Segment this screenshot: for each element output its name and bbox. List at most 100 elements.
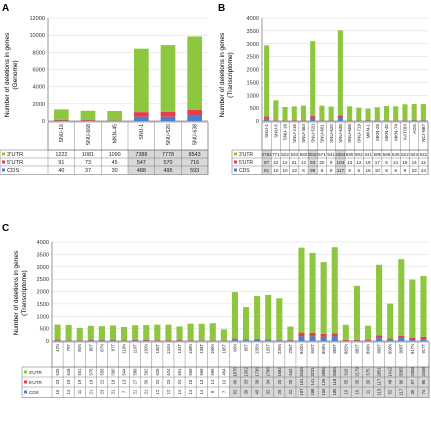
panel-b-data-label: 9 bbox=[330, 160, 333, 165]
panel-c-bar-5utr bbox=[342, 339, 349, 341]
panel-c-category-label: 95N bbox=[232, 344, 237, 352]
panel-c-data-label: 575 bbox=[365, 368, 370, 376]
panel-b-data-label: 117 bbox=[337, 168, 345, 173]
panel-c-bar-5utr bbox=[353, 339, 360, 341]
panel-c-data-label: 96 bbox=[421, 379, 426, 384]
panel-a-category-label: SNU-638 bbox=[192, 124, 198, 145]
panel-c-category-label: 899N bbox=[365, 344, 370, 354]
panel-c-highlight-cell bbox=[395, 367, 407, 398]
panel-b-legend-swatch bbox=[234, 160, 237, 164]
panel-b-data-label: 10 bbox=[375, 168, 381, 173]
panel-a-bar-cds bbox=[160, 116, 176, 121]
panel-b-category-label: SNU-601 bbox=[320, 124, 325, 143]
panel-c-highlight-cell bbox=[351, 367, 363, 398]
panel-c-bar-5utr bbox=[265, 339, 272, 341]
panel-b-bar-5utr bbox=[319, 120, 325, 121]
panel-c-data-label: 2851 bbox=[377, 367, 382, 377]
panel-c-highlight-cell bbox=[406, 367, 418, 398]
panel-c-data-label: 2895 bbox=[321, 367, 326, 377]
panel-b-data-label: 93 bbox=[310, 160, 316, 165]
panel-c-data-label: 151 bbox=[299, 378, 304, 386]
panel-c-bar-3utr bbox=[165, 324, 172, 341]
panel-c-category-label: 859T bbox=[332, 344, 337, 354]
panel-b-bar-3utr bbox=[393, 106, 399, 121]
panel-c-bar-3utr bbox=[276, 298, 283, 340]
panel-a-category-label: SNU-520 bbox=[166, 124, 172, 145]
panel-c-bar-cds bbox=[409, 340, 416, 341]
panel-c-highlight-cell bbox=[262, 367, 274, 398]
panel-c-data-label: 25 bbox=[277, 389, 282, 394]
panel-b-ylabel-2: (Transcriptome) bbox=[227, 52, 234, 98]
panel-c-legend-swatch bbox=[24, 380, 27, 384]
panel-b-ytick-label: 0 bbox=[256, 119, 259, 125]
panel-c-data-label: 9 bbox=[210, 390, 215, 393]
panel-c-highlight-cell bbox=[384, 367, 396, 398]
panel-c-bar-3utr bbox=[187, 323, 194, 341]
panel-c-category-label: 80T bbox=[88, 344, 93, 352]
panel-c-highlight-cell bbox=[329, 367, 341, 398]
panel-c-category-label: 917N bbox=[410, 344, 415, 354]
panel-c-bar-5utr bbox=[165, 340, 172, 341]
panel-a-data-label: 488 bbox=[137, 168, 146, 174]
panel-b-bar-3utr bbox=[347, 106, 353, 121]
panel-b-data-label: 12 bbox=[301, 160, 307, 165]
panel-c-category-label: 236T bbox=[288, 344, 293, 354]
panel-c-bar-5utr bbox=[320, 333, 327, 337]
panel-c-data-label: 45 bbox=[255, 389, 260, 394]
panel-b-category-label: SNU-520 bbox=[310, 124, 315, 143]
panel-c-bar-3utr bbox=[143, 325, 150, 340]
panel-c-data-label: 35 bbox=[343, 379, 348, 384]
panel-a-data-label: 37 bbox=[85, 168, 91, 174]
panel-b-data-label: 13 bbox=[347, 160, 353, 165]
panel-b-bar-3utr bbox=[411, 104, 417, 121]
panel-c-data-label: 30 bbox=[144, 379, 149, 384]
panel-c-bar-3utr bbox=[265, 294, 272, 340]
panel-c-data-label: 669 bbox=[199, 368, 204, 376]
panel-b-data-label: 12 bbox=[356, 160, 362, 165]
panel-c-data-label: 625 bbox=[55, 368, 60, 376]
panel-c-data-label: 2458 bbox=[421, 367, 426, 377]
panel-c-highlight-cell bbox=[373, 367, 385, 398]
panel-c-data-label: 35 bbox=[354, 379, 359, 384]
panel-b-legend-swatch bbox=[234, 168, 237, 172]
panel-b-data-label: 19 bbox=[402, 160, 408, 165]
panel-b-data-label: 533 bbox=[290, 152, 298, 157]
panel-b-data-label: 2763 bbox=[261, 152, 272, 157]
panel-c-bar-5utr bbox=[54, 340, 61, 341]
panel-b-data-label: 12 bbox=[421, 160, 427, 165]
panel-c-category-label: 80N bbox=[77, 344, 82, 352]
panel-c-data-label: 19 bbox=[66, 379, 71, 384]
panel-c-data-label: 52 bbox=[388, 389, 393, 394]
panel-a-chart: 0 2000 4000 6000 8000 10000 12000 SNU-16 SNU-668… bbox=[0, 16, 209, 175]
panel-b-highlight-cell bbox=[308, 150, 318, 175]
panel-c-category-label: 79T bbox=[66, 344, 71, 352]
panel-b-category-label: MKN-45 bbox=[384, 124, 389, 141]
panel-b-data-label: 19 bbox=[365, 160, 371, 165]
panel-a-ytick-label: 6000 bbox=[33, 68, 45, 74]
panel-b-data-label: 582 bbox=[300, 152, 308, 157]
panel-c-legend-swatch bbox=[24, 370, 27, 374]
panel-a-bar-3utr bbox=[80, 110, 96, 121]
panel-a-data-label: 547 bbox=[137, 160, 146, 166]
panel-c-category-label: 119T bbox=[133, 344, 138, 354]
panel-c-bar-cds bbox=[287, 340, 294, 341]
panel-b-bar-3utr bbox=[420, 104, 426, 121]
panel-c-data-label: 7 bbox=[122, 390, 127, 393]
panel-c-data-label: 87 bbox=[410, 379, 415, 384]
panel-c-category-label: 195T bbox=[221, 344, 226, 354]
panel-c-bar-cds bbox=[242, 340, 250, 341]
panel-c-bar-3utr bbox=[132, 325, 139, 340]
panel-b-bar-3utr bbox=[319, 105, 325, 121]
panel-b-category-label: AGS bbox=[412, 124, 417, 134]
panel-b-data-label: 6 bbox=[302, 168, 305, 173]
panel-c-category-label: 840T bbox=[310, 344, 315, 354]
panel-c-bar-5utr bbox=[143, 339, 150, 341]
panel-a-ytick-label: 12000 bbox=[29, 16, 45, 22]
panel-c-data-label: 117 bbox=[377, 378, 382, 385]
panel-b-ytick-label: 1500 bbox=[247, 80, 259, 86]
panel-c-bar-3utr bbox=[109, 325, 117, 341]
panel-b-data-label: 81 bbox=[264, 168, 270, 173]
panel-a-data-label: 40 bbox=[58, 168, 64, 174]
panel-c-legend-label: 3'UTR bbox=[29, 370, 43, 375]
panel-c-bar-5utr bbox=[254, 338, 261, 340]
